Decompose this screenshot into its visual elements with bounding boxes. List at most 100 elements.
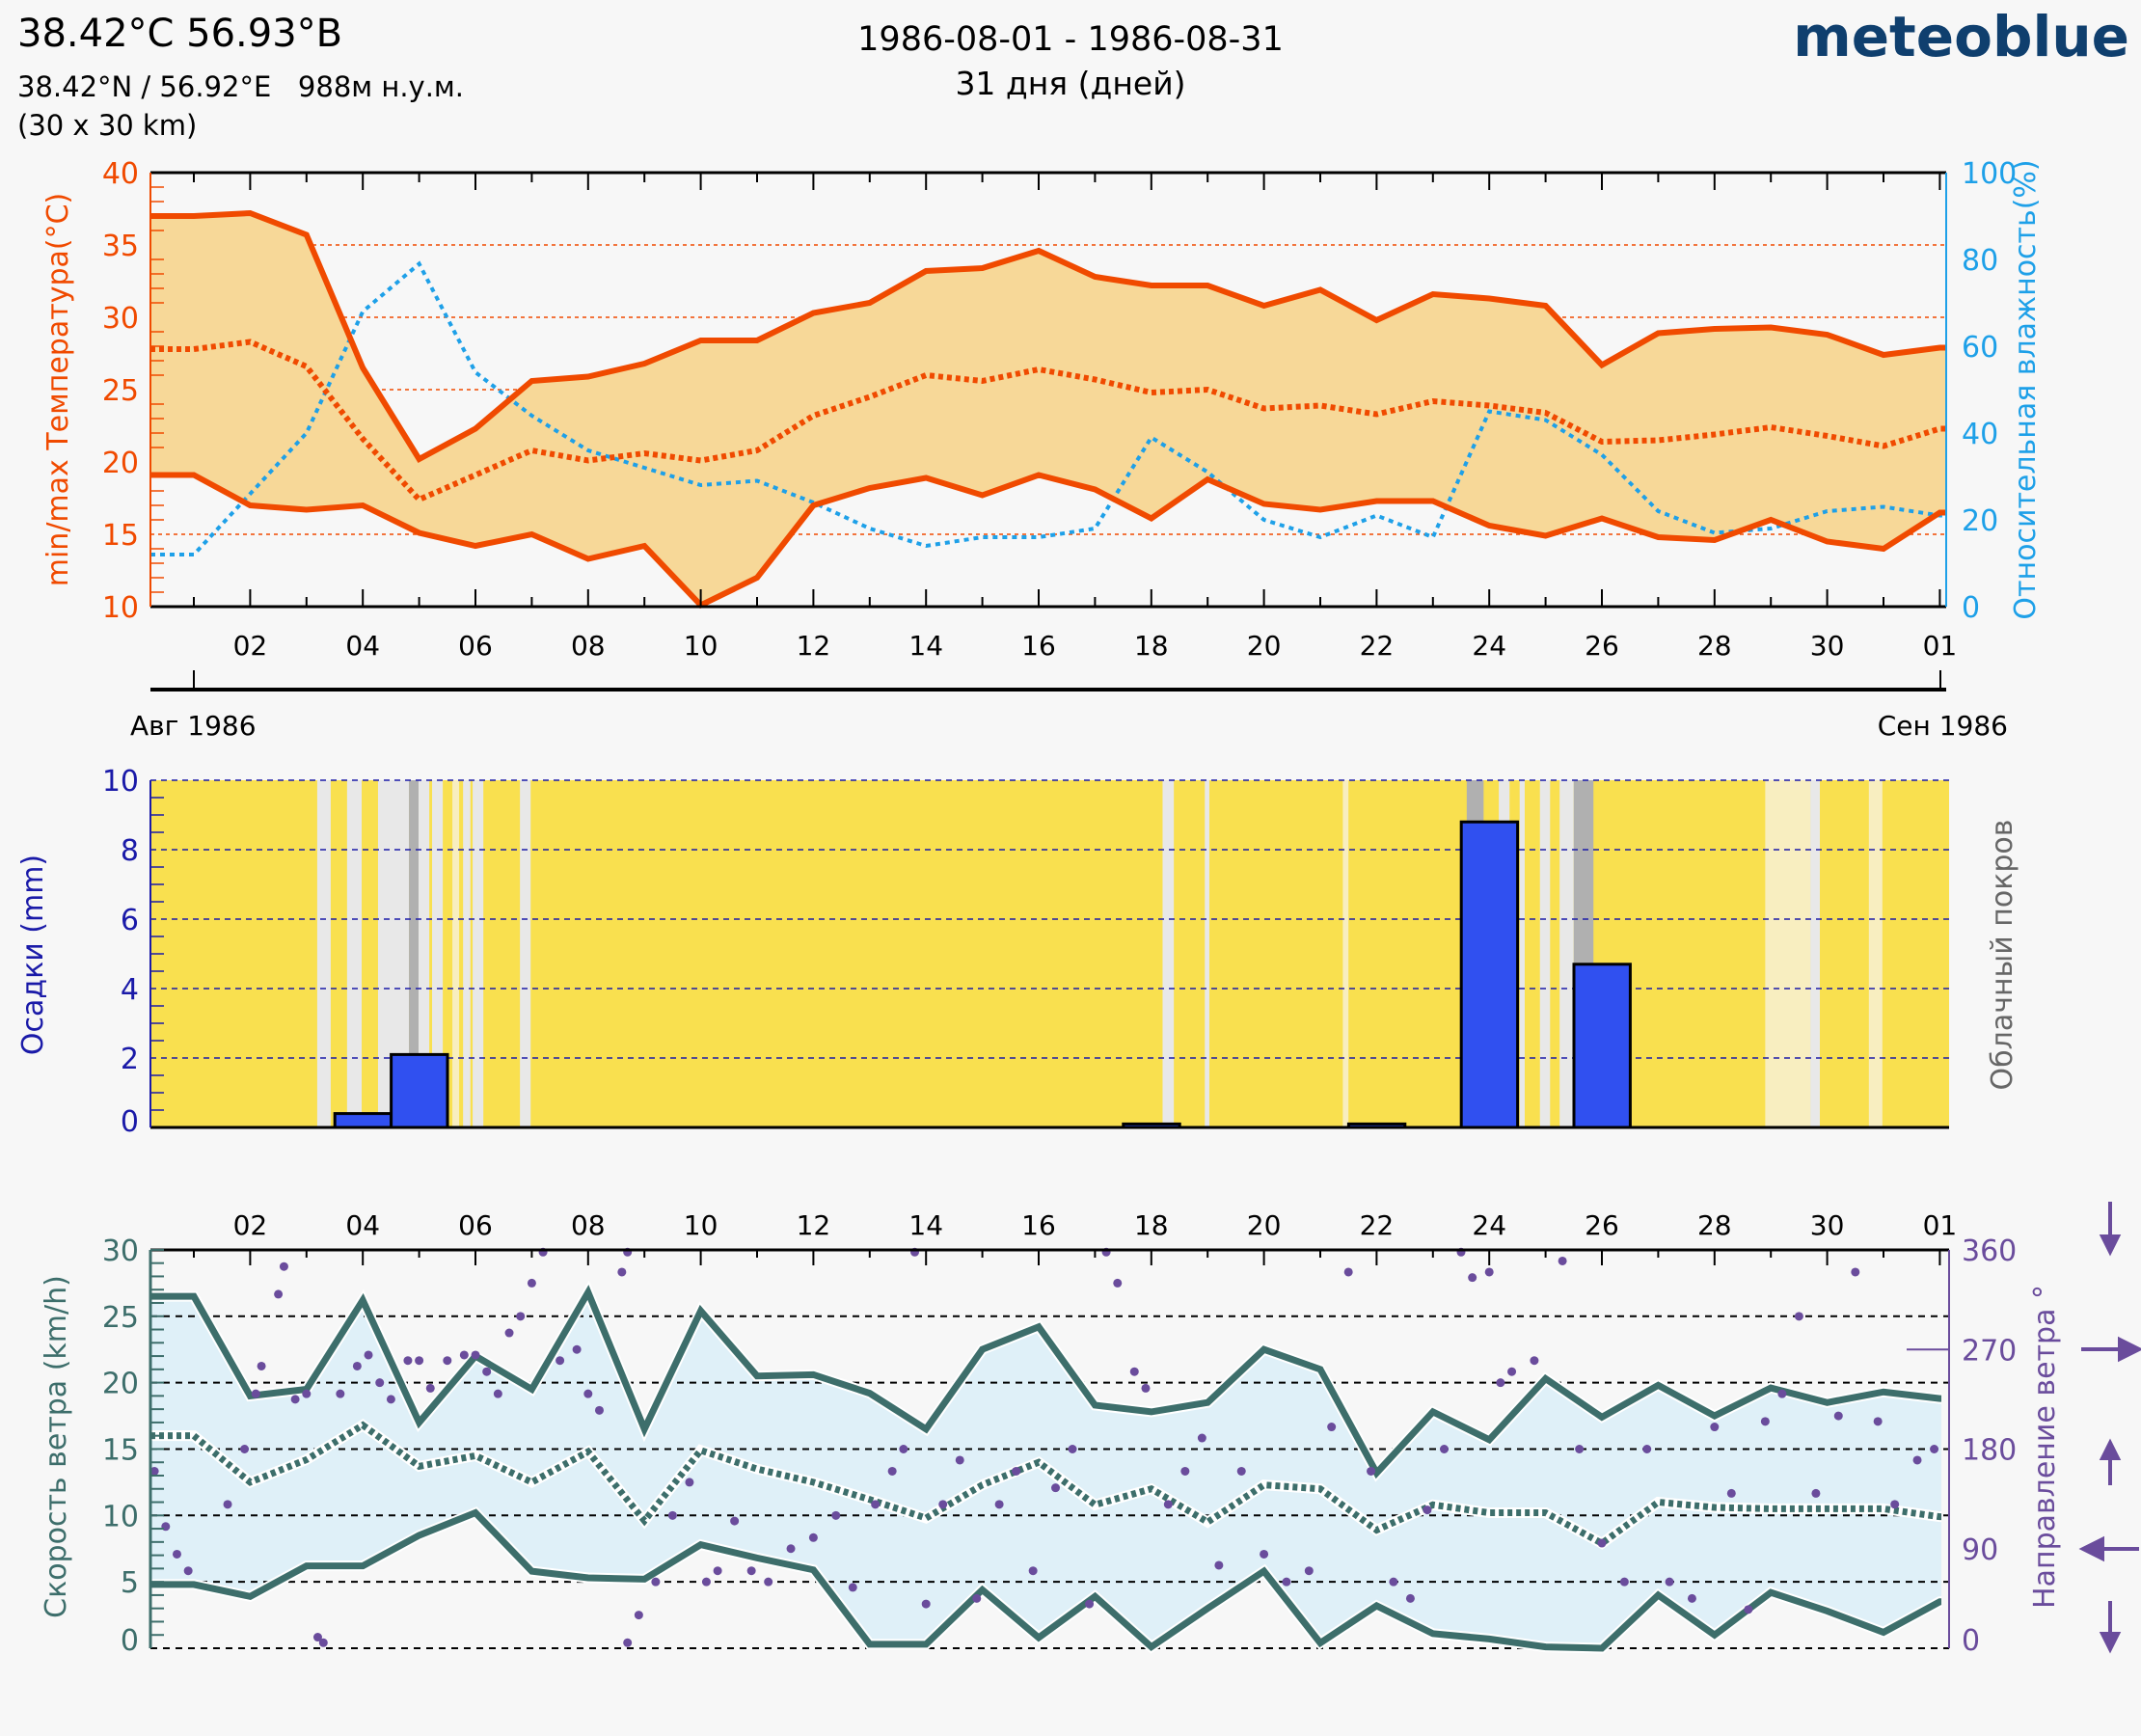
wind-direction-point: [1744, 1605, 1753, 1614]
wind-direction-point: [1405, 1593, 1415, 1603]
wind-direction-point: [1597, 1538, 1607, 1548]
wind-direction-point: [972, 1593, 982, 1603]
humidity-tick-label: 20: [1962, 504, 1998, 538]
wind-direction-point: [1912, 1455, 1922, 1465]
wind-direction-tick-label: 360: [1962, 1234, 2017, 1268]
wind-direction-point: [352, 1361, 362, 1370]
temperature-tick-label: 40: [102, 157, 139, 191]
wind-direction-point: [1260, 1549, 1269, 1559]
wind-direction-point: [493, 1389, 502, 1398]
wind-direction-point: [572, 1344, 582, 1354]
wind-speed-tick-label: 10: [102, 1500, 139, 1533]
wind-direction-point: [482, 1367, 492, 1376]
cloud-cover-stripe: [346, 780, 363, 1127]
wind-direction-point: [290, 1395, 300, 1404]
precipitation-chart: 0 2 4 6 8 10: [102, 765, 1949, 1139]
wind-direction-point: [1833, 1411, 1843, 1421]
day-tick-label: 18: [1134, 1209, 1169, 1241]
wind-direction-point: [1051, 1483, 1061, 1493]
day-tick-label: 10: [684, 1209, 718, 1241]
wind-direction-point: [1558, 1256, 1567, 1265]
month-label-start: Авг 1986: [130, 710, 257, 742]
day-tick-label: 18: [1134, 630, 1169, 662]
cloud-cover-stripe: [419, 780, 430, 1127]
wind-direction-point: [149, 1466, 159, 1476]
day-tick-label: 20: [1247, 630, 1282, 662]
wind-direction-point: [1507, 1367, 1517, 1376]
wind-direction-point: [1180, 1466, 1190, 1476]
mean-wind-line: [150, 1421, 1941, 1548]
meteoblue-logo[interactable]: meteoblue: [1793, 4, 2129, 69]
wind-direction-point: [701, 1577, 711, 1587]
cloud-cover-stripe: [1539, 780, 1551, 1127]
wind-direction-point: [302, 1389, 312, 1398]
wind-direction-point: [1423, 1505, 1432, 1515]
day-tick-label: 08: [571, 1209, 606, 1241]
cloud-cover-stripe: [1519, 780, 1525, 1127]
day-count: 31 дня (дней): [955, 65, 1185, 102]
wind-direction-point: [504, 1328, 514, 1338]
cloud-cover-stripe: [1810, 780, 1821, 1127]
arrow-down-icon: [2099, 1202, 2122, 1257]
wind-direction-point: [1367, 1466, 1376, 1476]
location-title: 38.42°C 56.93°В: [17, 12, 342, 56]
precipitation-tick-label: 4: [121, 973, 139, 1007]
wind-direction-point: [1304, 1566, 1314, 1576]
day-tick-label: 30: [1810, 1209, 1845, 1241]
day-tick-label: 30: [1810, 630, 1845, 662]
day-tick-label: 26: [1585, 1209, 1619, 1241]
cloud-cover-stripe: [520, 780, 531, 1127]
wind-direction-point: [1282, 1577, 1291, 1587]
wind-direction-point: [623, 1638, 633, 1647]
wind-direction-point: [1575, 1445, 1585, 1453]
wind-speed-tick-label: 0: [121, 1624, 139, 1658]
wind-direction-point: [1327, 1423, 1337, 1432]
wind-direction-point: [1214, 1560, 1224, 1570]
day-tick-label: 02: [233, 630, 268, 662]
wind-chart: 0 5 10 15 20 25 30 0 90 180 270 360 02 04 06 08 10 12 14 16…: [102, 1209, 2017, 1658]
wind-direction-point: [1687, 1593, 1696, 1603]
wind-direction-point: [1811, 1488, 1821, 1498]
day-tick-label: 02: [233, 1209, 268, 1241]
precipitation-tick-label: 8: [121, 834, 139, 868]
day-tick-label: 22: [1360, 1209, 1395, 1241]
wind-direction-point: [274, 1289, 284, 1299]
day-tick-label: 06: [458, 630, 493, 662]
max-wind-line: [150, 1285, 1941, 1479]
coordinates: 38.42°N / 56.92°E 988м н.у.м.: [17, 70, 464, 103]
precipitation-tick-label: 6: [121, 904, 139, 937]
wind-direction-point: [1726, 1488, 1736, 1498]
day-tick-label: 01: [1923, 630, 1958, 662]
wind-direction-tick-label: 90: [1962, 1533, 1998, 1567]
temperature-tick-label: 20: [102, 447, 139, 480]
wind-direction-point: [685, 1478, 694, 1487]
day-tick-label: 16: [1021, 1209, 1056, 1241]
temperature-axis-title: min/max Температура(°C): [41, 193, 75, 587]
day-tick-label: 28: [1697, 630, 1732, 662]
wind-direction-point: [403, 1356, 413, 1366]
wind-direction-point: [1141, 1383, 1151, 1393]
wind-direction-point: [1028, 1566, 1038, 1576]
wind-direction-point: [1197, 1433, 1206, 1443]
direction-arrows: [2078, 1202, 2141, 1654]
day-tick-label: 24: [1472, 630, 1506, 662]
day-tick-label: 06: [458, 1209, 493, 1241]
wind-direction-axis-title: Направление ветра °: [2028, 1285, 2062, 1609]
wind-direction-point: [1163, 1500, 1173, 1509]
wind-direction-point: [1710, 1423, 1720, 1432]
temperature-range-fill: [150, 213, 1946, 606]
wind-direction-point: [364, 1350, 373, 1360]
precipitation-bar: [1572, 963, 1632, 1129]
precipitation-tick-label: 10: [102, 765, 139, 799]
wind-speed-tick-label: 5: [121, 1566, 139, 1600]
wind-direction-point: [955, 1455, 964, 1465]
arrow-up-icon: [2099, 1438, 2122, 1485]
arrow-right-icon: [2081, 1336, 2141, 1363]
cloud-cover-axis-title: Облачный покров: [1986, 820, 2019, 1091]
wind-direction-point: [617, 1267, 627, 1277]
humidity-axis-title: Относительная влажность(%): [2009, 159, 2043, 619]
wind-direction-point: [651, 1577, 661, 1587]
min-temperature-line: [150, 472, 1946, 610]
day-tick-label: 01: [1923, 1209, 1958, 1241]
